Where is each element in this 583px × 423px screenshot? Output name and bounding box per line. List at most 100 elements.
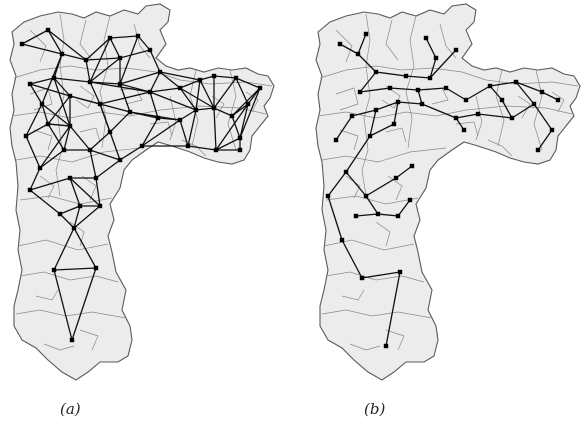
panel-b-network-node — [393, 175, 399, 181]
panel-b-network-edge — [339, 43, 359, 55]
panel-a-network-node — [147, 89, 153, 95]
panel-a-network-edge — [149, 91, 197, 111]
panel-a-network-edge — [109, 37, 121, 59]
panel-a-network-node — [67, 175, 73, 181]
panel-a-network-edge — [235, 77, 249, 105]
panel-b-network-node — [535, 147, 541, 153]
panel-b-network-edge — [375, 71, 407, 77]
panel-b-network-node — [325, 193, 331, 199]
panel-a-network-edge — [239, 103, 249, 139]
panel-a-network-node — [185, 143, 191, 149]
panel-a-network-node — [211, 73, 217, 79]
panel-b-network-edge — [359, 71, 377, 93]
panel-b-network-node — [407, 197, 413, 203]
panel-a-network-edge — [187, 109, 197, 147]
panel-a-network-edge — [69, 177, 101, 207]
panel-b-map — [315, 3, 581, 381]
panel-a-network-node — [51, 267, 57, 273]
panel-b-network-node — [463, 97, 469, 103]
panel-b-network-node — [539, 89, 545, 95]
panel-a-network-node — [83, 57, 89, 63]
panel-a-network-node — [93, 265, 99, 271]
panel-a-network-node — [57, 211, 63, 217]
panel-b-network-edge — [417, 89, 423, 105]
panel-a-network-edge — [47, 29, 63, 55]
panel-a-network-edge — [149, 91, 159, 119]
panel-a-district-border — [155, 71, 273, 87]
panel-a-network-node — [97, 203, 103, 209]
panel-a-network-node — [71, 225, 77, 231]
panel-b-network-edge — [515, 81, 543, 93]
panel-a-network-edge — [89, 57, 121, 83]
panel-b-district-border — [487, 139, 513, 157]
panel-b-network-edge — [335, 115, 353, 141]
panel-b-network-node — [339, 237, 345, 243]
panel-b-network-node — [391, 121, 397, 127]
panel-a-network-edge — [89, 131, 111, 151]
panel-b-district-border — [405, 15, 417, 149]
panel-b-district-border — [321, 309, 433, 319]
panel-a-network-node — [117, 81, 123, 87]
panel-a-network-edge — [239, 87, 261, 139]
panel-a-network-edge — [63, 125, 71, 151]
panel-a-network-edge — [41, 103, 49, 125]
panel-a-district-border — [13, 65, 157, 79]
panel-b-network-edge — [357, 53, 377, 73]
panel-a-network-edge — [39, 125, 71, 169]
panel-a-network-edge — [195, 79, 201, 111]
panel-b-network-edge — [445, 87, 467, 101]
panel-a-network-edge — [73, 205, 101, 229]
panel-a-network-edge — [85, 37, 111, 61]
panel-a-network-edge — [47, 95, 71, 125]
panel-a-district-border — [35, 289, 59, 301]
panel-b-network-edge — [327, 195, 343, 241]
panel-a-network-edge — [25, 123, 49, 137]
panel-b-network-node — [453, 115, 459, 121]
panel-a-network-node — [237, 135, 243, 141]
panel-b-network-node — [513, 79, 519, 85]
panel-a-network-node — [39, 101, 45, 107]
panel-a-network-node — [77, 203, 83, 209]
panel-a-network-edge — [47, 123, 65, 151]
panel-a-network-edge — [29, 77, 55, 85]
panel-b-district-border — [385, 329, 405, 351]
panel-b-network-edge — [537, 129, 553, 151]
panel-b-network-edge — [357, 33, 367, 55]
panel-b-network-node — [419, 101, 425, 107]
panel-a-network-node — [45, 27, 51, 33]
panel-a-network-node — [213, 147, 219, 153]
panel-a-network-edge — [109, 35, 139, 39]
panel-b-network-edge — [385, 271, 401, 347]
panel-b-network-edge — [397, 101, 423, 105]
panel-a-network-edge — [25, 103, 43, 137]
panel-a-network-edge — [85, 57, 121, 61]
panel-b-network-node — [409, 163, 415, 169]
panel-a-network-edge — [95, 177, 101, 207]
panel-b-network-edge — [417, 87, 447, 91]
panel-b-district-border — [385, 19, 399, 61]
panel-a-region-outline — [9, 3, 275, 381]
panel-b-district-border — [517, 95, 531, 119]
panel-a-network-edge — [213, 107, 217, 151]
panel-a-network-node — [233, 75, 239, 81]
panel-b-network-node — [453, 47, 459, 53]
panel-a-network-node — [23, 133, 29, 139]
panel-b-network-edge — [489, 85, 503, 101]
panel-a-network-edge — [109, 111, 131, 133]
panel-b-network-node — [423, 35, 429, 41]
panel-a-network-edge — [61, 53, 87, 61]
panel-b-network-node — [337, 41, 343, 47]
panel-a-network-node — [257, 85, 263, 91]
panel-b-network-edge — [351, 109, 377, 117]
panel-a-network-edge — [71, 267, 97, 341]
panel-a-network-edge — [69, 177, 81, 207]
panel-b-district-border — [375, 221, 391, 247]
panel-a-network-node — [139, 143, 145, 149]
panel-b-district-border — [335, 29, 353, 63]
panel-b-network-edge — [395, 165, 413, 179]
panel-a-network-edge — [99, 103, 131, 113]
panel-a-network-node — [157, 69, 163, 75]
panel-b-district-border — [341, 289, 365, 301]
panel-a-network-edge — [213, 77, 237, 109]
panel-a-network-edge — [41, 103, 71, 127]
